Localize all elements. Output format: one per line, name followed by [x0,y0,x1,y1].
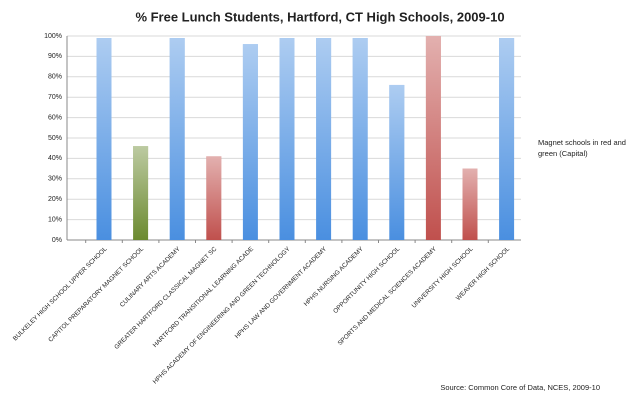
y-tick-label: 30% [48,176,62,183]
chart-title: % Free Lunch Students, Hartford, CT High… [135,9,504,24]
x-tick-label: UNIVERSITY HIGH SCHOOL [411,245,475,309]
x-tick-label: OPPORTUNITY HIGH SCHOOL [332,245,402,315]
y-tick-label: 100% [44,33,62,40]
x-tick-label: HPHS ACADEMY OF ENGINEERING AND GREEN TE… [152,245,292,385]
annotation: Magnet schools in red and green (Capital… [538,138,626,158]
bar [462,168,478,240]
y-tick-label: 0% [52,237,62,244]
y-tick-label: 90% [48,53,62,60]
bar [242,44,258,240]
y-tick-label: 80% [48,74,62,81]
bar [316,38,332,240]
bar [206,156,222,240]
source: Source: Common Core of Data, NCES, 2009-… [440,383,600,392]
y-tick-label: 40% [48,155,62,162]
bar [169,38,185,240]
x-tick-label: CULINARY ARTS ACADEMY [119,245,183,309]
y-tick-label: 10% [48,216,62,223]
y-tick-label: 50% [48,135,62,142]
bar [499,38,515,240]
bar [352,38,368,240]
y-tick-label: 20% [48,196,62,203]
bar [425,36,441,240]
bar [96,38,112,240]
y-tick-label: 70% [48,94,62,101]
bar [279,38,295,240]
y-tick-label: 60% [48,114,62,121]
bar [133,146,149,240]
x-tick-label: HPHS NURSING ACADEMY [303,245,366,308]
bar [389,84,405,241]
